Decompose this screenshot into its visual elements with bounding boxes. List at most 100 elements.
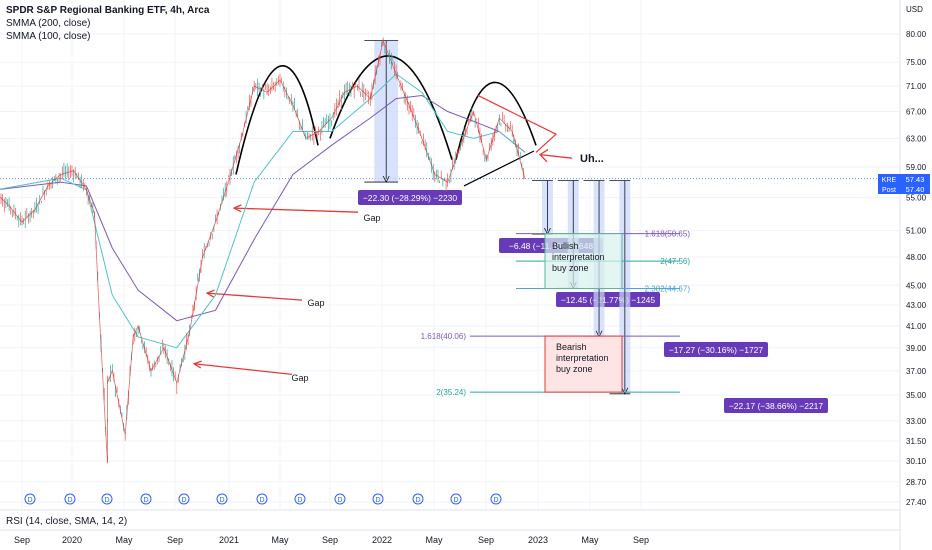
rsi-indicator-label[interactable]: RSI (14, close, SMA, 14, 2) — [6, 516, 128, 527]
currency-label: USD — [906, 5, 923, 14]
right-shoulder-arc — [455, 81, 537, 160]
uh-label: Uh... — [580, 153, 604, 165]
bearish-zone-label: Bearish interpretation buy zone — [556, 342, 609, 374]
dividend-marker-label: D — [493, 497, 498, 504]
fib-label: 2(47.56) — [660, 257, 690, 266]
price-axis[interactable]: USD 80.00 75.00 71.00 67.00 63.00 59.00 55.00 51… — [878, 0, 932, 550]
dividend-marker[interactable] — [490, 493, 502, 505]
measure-label-bg — [556, 292, 660, 307]
x-tick-label: Sep — [478, 535, 494, 545]
chart-legend: SPDR S&P Regional Banking ETF, 4h, Arca … — [6, 4, 209, 43]
dividend-marker-label: D — [415, 497, 420, 504]
neckline — [463, 150, 535, 187]
x-tick-label: 2020 — [62, 535, 82, 545]
gap-arrow — [206, 292, 303, 301]
price-tag-value-bg — [900, 184, 930, 194]
y-tick-label: 43.00 — [906, 301, 927, 310]
chart-grid — [0, 0, 932, 531]
x-tick-label: May — [581, 535, 599, 545]
dividend-marker[interactable] — [412, 493, 424, 505]
dividend-marker[interactable] — [450, 493, 462, 505]
y-tick-label: 27.40 — [906, 498, 927, 507]
y-tick-label: 35.00 — [906, 391, 927, 400]
left-shoulder-arc — [235, 65, 319, 175]
price-tag-label-bg — [878, 184, 900, 194]
dividend-marker-label: D — [453, 497, 458, 504]
kre-price-line — [0, 39, 526, 463]
x-tick-label: 2022 — [372, 535, 392, 545]
gap-label: Gap — [291, 373, 308, 383]
x-tick-label: May — [271, 535, 289, 545]
y-tick-label: 71.00 — [906, 82, 927, 91]
fib-label: 1.618(40.06) — [421, 332, 467, 341]
x-tick-label: Sep — [633, 535, 649, 545]
smma100-legend[interactable]: SMMA (100, close) — [6, 31, 91, 42]
triangle-upper — [477, 94, 558, 153]
y-tick-label: 75.00 — [906, 58, 927, 67]
smma200-legend[interactable]: SMMA (200, close) — [6, 18, 91, 29]
fib-label: 2(35.24) — [436, 388, 466, 397]
price-tag-value-bg — [900, 174, 930, 184]
x-tick-label: 2023 — [528, 535, 548, 545]
price-tag-value: 57.40 — [906, 185, 925, 194]
dividend-marker[interactable] — [64, 493, 76, 505]
dividend-marker[interactable] — [256, 493, 268, 505]
dividend-marker[interactable] — [372, 493, 384, 505]
dividend-marker-label: D — [375, 497, 380, 504]
dividend-marker-label: D — [27, 497, 32, 504]
dividend-marker[interactable] — [334, 493, 346, 505]
y-tick-label: 67.00 — [906, 107, 927, 116]
measure-label-bg — [358, 190, 462, 205]
y-tick-label: 39.00 — [906, 344, 927, 353]
bullish-zone-box — [544, 233, 623, 290]
gap-arrowhead — [205, 289, 215, 298]
dividend-marker[interactable] — [24, 493, 36, 505]
time-axis[interactable]: Sep 2020 May Sep 2021 May Sep 2022 May Sep 2023 May… — [14, 535, 649, 545]
dividend-marker[interactable] — [101, 493, 113, 505]
measure-label: −12.45 (−21.77%) −1245 — [561, 295, 656, 305]
dividend-marker-label: D — [104, 497, 109, 504]
measure-label-bg — [664, 342, 768, 357]
dividend-marker-label: D — [337, 497, 342, 504]
x-tick-label: 2021 — [219, 535, 239, 545]
fib-label: 2.382(44.67) — [645, 285, 691, 294]
x-tick-label: May — [115, 535, 133, 545]
smma200-line — [0, 94, 526, 322]
dividend-marker-label: D — [143, 497, 148, 504]
gap-arrow — [193, 363, 293, 376]
y-tick-label: 31.50 — [906, 437, 927, 446]
y-tick-label: 51.00 — [906, 227, 927, 236]
gap-label: Gap — [363, 213, 380, 223]
dividend-marker-label: D — [67, 497, 72, 504]
gap-arrowhead — [232, 204, 242, 213]
bullish-zone-label: Bullish interpretation buy zone — [552, 241, 605, 273]
gap-arrowhead — [192, 360, 202, 369]
dividend-marker[interactable] — [216, 493, 228, 505]
price-tag-label: Post — [882, 187, 896, 194]
y-tick-label: 59.00 — [906, 163, 927, 172]
dividend-marker-label: D — [259, 497, 264, 504]
x-tick-label: Sep — [14, 535, 30, 545]
y-tick-label: 30.10 — [906, 457, 927, 466]
price-axis-bg — [900, 0, 932, 550]
y-tick-label: 41.00 — [906, 322, 927, 331]
price-tag-label-bg — [878, 174, 900, 184]
chart-series — [0, 37, 526, 464]
uh-arrow — [539, 153, 573, 159]
dividend-marker-label: D — [219, 497, 224, 504]
gap-label: Gap — [307, 298, 324, 308]
gap-arrow — [233, 207, 359, 213]
dividend-marker[interactable] — [140, 493, 152, 505]
dividend-marker[interactable] — [178, 493, 190, 505]
measure-label: −22.30 (−28.29%) −2230 — [363, 193, 458, 203]
y-tick-label: 33.00 — [906, 417, 927, 426]
measure-label: −22.17 (−38.66%) −2217 — [729, 401, 824, 411]
dividend-marker[interactable] — [294, 493, 306, 505]
dividend-marker-label: D — [181, 497, 186, 504]
price-tag-label: KRE — [882, 177, 897, 184]
y-tick-label: 45.00 — [906, 281, 927, 290]
price-candles — [0, 37, 524, 464]
y-tick-label: 63.00 — [906, 134, 927, 143]
x-tick-label: Sep — [322, 535, 338, 545]
